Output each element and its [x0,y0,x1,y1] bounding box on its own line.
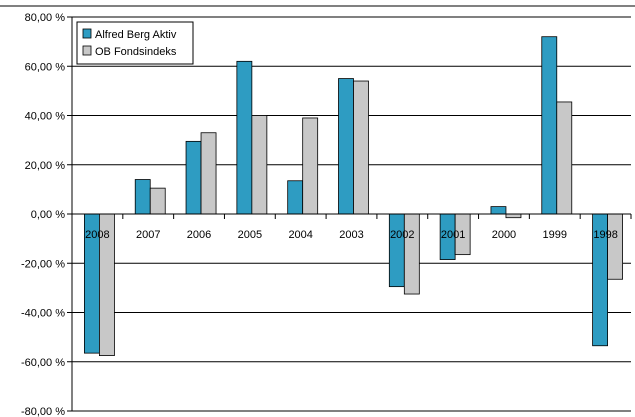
x-tick-label: 1998 [593,229,617,241]
x-tick-label: 2005 [238,229,262,241]
legend-label: Alfred Berg Aktiv [95,29,177,41]
bar-alfred-berg-aktiv [185,140,202,215]
bar-alfred-berg-aktiv [388,213,405,288]
y-tick-label: 80,00 % [25,12,66,24]
x-tick-label: 2008 [85,229,109,241]
legend-box [76,21,194,65]
y-tick-label: -60,00 % [21,357,65,369]
legend-swatch [82,45,92,56]
x-tick-label: 2003 [339,229,363,241]
bar-alfred-berg-aktiv [236,60,253,215]
y-tick-label: 20,00 % [25,160,66,172]
bar-alfred-berg-aktiv [134,179,151,215]
y-tick-label: -40,00 % [21,308,65,320]
legend-swatch [82,28,92,39]
bar-ob-fondsindeks [353,80,369,215]
x-tick-label: 2002 [390,229,414,241]
x-tick-label: 2001 [441,229,465,241]
bar-alfred-berg-aktiv [287,180,304,215]
y-tick-label: 60,00 % [25,61,66,73]
bar-alfred-berg-aktiv [541,36,558,215]
bar-ob-fondsindeks [251,115,268,215]
x-tick-label: 2007 [136,229,160,241]
bar-alfred-berg-aktiv [490,206,507,215]
x-tick-label: 1999 [543,229,567,241]
bar-ob-fondsindeks [200,132,217,215]
bar-ob-fondsindeks [302,117,319,215]
bar-alfred-berg-aktiv [338,78,354,215]
y-tick-label: 40,00 % [25,111,66,123]
y-tick-label: -20,00 % [21,258,65,270]
legend: Alfred Berg Aktiv OB Fondsindeks [76,21,194,65]
bar-ob-fondsindeks [607,213,623,280]
bar-ob-fondsindeks [556,101,573,215]
bar-ob-fondsindeks [403,213,420,295]
y-tick-label: 0,00 % [31,209,65,221]
bar-ob-fondsindeks [149,187,166,215]
x-tick-label: 2000 [492,229,516,241]
legend-label: OB Fondsindeks [95,46,177,58]
x-tick-label: 2004 [288,229,312,241]
y-tick-label: -80,00 % [21,406,65,417]
x-tick-label: 2006 [187,229,211,241]
bar-ob-fondsindeks [505,213,522,219]
